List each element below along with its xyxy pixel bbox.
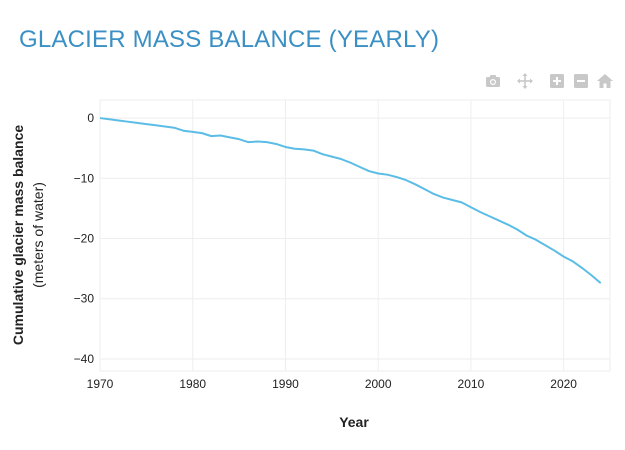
x-tick-label: 1980 bbox=[179, 377, 206, 391]
pan-icon[interactable] bbox=[516, 72, 534, 90]
home-icon[interactable] bbox=[596, 72, 614, 90]
x-tick-label: 1990 bbox=[272, 377, 299, 391]
x-tick-label: 2010 bbox=[458, 377, 485, 391]
y-tick-label: 0 bbox=[87, 111, 94, 125]
camera-icon[interactable] bbox=[484, 72, 502, 90]
zoom-in-icon[interactable] bbox=[548, 72, 566, 90]
x-axis-title: Year bbox=[339, 414, 369, 430]
y-axis-title: Cumulative glacier mass balance bbox=[10, 125, 26, 345]
plot-area bbox=[99, 117, 602, 284]
x-tick-label: 2000 bbox=[365, 377, 392, 391]
y-tick-label: −40 bbox=[74, 352, 95, 366]
y-axis-ticks: 0 −10 −20 −30 −40 bbox=[74, 111, 95, 366]
y-tick-label: −10 bbox=[74, 171, 95, 185]
x-tick-label: 2020 bbox=[550, 377, 577, 391]
chart-toolbar bbox=[480, 72, 620, 92]
x-axis-ticks: 1970 1980 1990 2000 2010 2020 bbox=[87, 377, 578, 391]
y-tick-label: −20 bbox=[74, 232, 95, 246]
y-tick-label: −30 bbox=[74, 292, 95, 306]
plot-border bbox=[99, 99, 611, 372]
y-axis-subtitle: (meters of water) bbox=[30, 182, 46, 288]
x-tick-label: 1970 bbox=[87, 377, 114, 391]
series-line-0 bbox=[99, 117, 602, 284]
grid-lines bbox=[99, 99, 611, 372]
chart-title: GLACIER MASS BALANCE (YEARLY) bbox=[19, 26, 440, 53]
zoom-out-icon[interactable] bbox=[572, 72, 590, 90]
